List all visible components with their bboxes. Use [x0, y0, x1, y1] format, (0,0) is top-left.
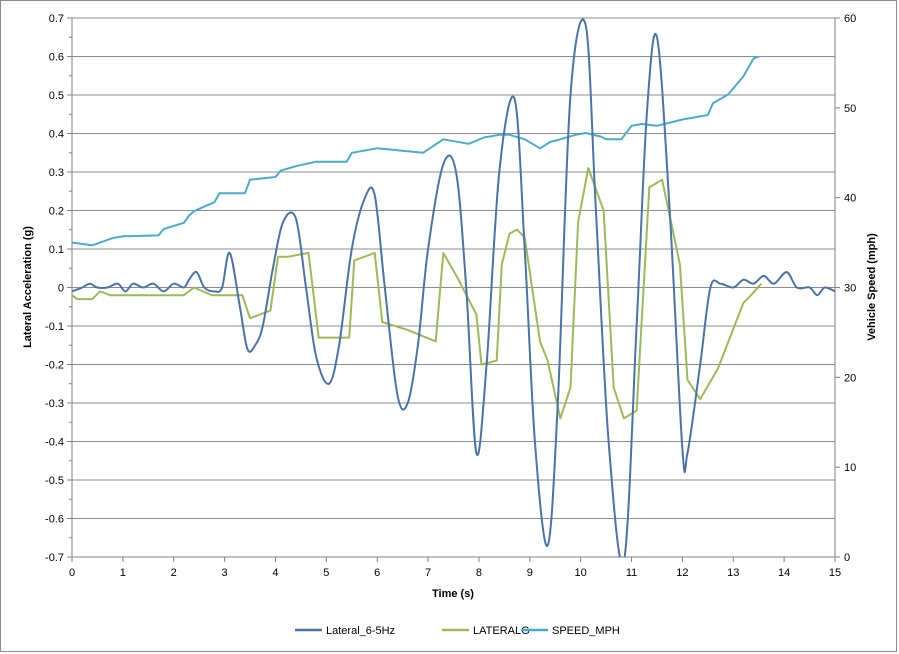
x-tick-label: 10 — [575, 567, 587, 579]
x-tick-label: 8 — [476, 567, 482, 579]
y2-tick-label: 50 — [844, 103, 856, 115]
y-tick-label: -0.3 — [45, 398, 64, 410]
y-tick-label: 0.2 — [49, 206, 64, 218]
y-tick-label: 0.5 — [49, 90, 64, 102]
y2-tick-label: 30 — [844, 283, 856, 295]
y-tick-label: 0.1 — [49, 244, 64, 256]
x-tick-label: 12 — [676, 567, 688, 579]
legend-label-speed-mph: SPEED_MPH — [552, 625, 620, 637]
y-tick-label: 0.3 — [49, 167, 64, 179]
y-axis-title: Lateral Acceleration (g) — [22, 226, 34, 348]
y2-tick-label: 20 — [844, 372, 856, 384]
x-tick-label: 0 — [69, 567, 75, 579]
x-tick-label: 14 — [778, 567, 790, 579]
y2-tick-label: 0 — [844, 552, 850, 564]
x-tick-label: 2 — [171, 567, 177, 579]
x-tick-label: 4 — [272, 567, 278, 579]
y2-axis-title: Vehicle Speed (mph) — [866, 233, 878, 341]
y-tick-label: -0.4 — [45, 437, 64, 449]
x-axis-title: Time (s) — [432, 588, 474, 600]
series-line-lateralg — [72, 167, 762, 420]
series-line-speed-mph — [72, 55, 760, 247]
legend-label-lateralg: LATERALG — [473, 625, 530, 637]
x-tick-label: 11 — [626, 567, 637, 579]
x-tick-label: 9 — [527, 567, 533, 579]
y-tick-label: 0.4 — [49, 129, 64, 141]
x-tick-label: 1 — [120, 567, 126, 579]
y-tick-label: -0.1 — [45, 321, 64, 333]
y2-tick-label: 40 — [844, 193, 856, 205]
series-line-lateral-6-5hz — [72, 18, 835, 557]
y-tick-label: 0 — [58, 283, 64, 295]
axes — [67, 17, 840, 562]
y-tick-label: -0.2 — [45, 360, 64, 372]
x-tick-label: 15 — [829, 567, 841, 579]
y-tick-label: -0.7 — [45, 552, 64, 564]
tick-labels: 0.7 0.6 0.5 0.4 0.3 0.2 0.1 0 -0.1 -0.2 -0.3 -0.4 -0… — [45, 13, 856, 579]
y2-tick-label: 10 — [844, 462, 856, 474]
series-lines — [72, 18, 835, 557]
y-tick-label: 0.6 — [49, 52, 64, 64]
y-tick-label: -0.5 — [45, 475, 64, 487]
gridlines — [72, 17, 835, 558]
x-tick-label: 13 — [727, 567, 739, 579]
y-tick-label: 0.7 — [49, 13, 64, 25]
x-tick-label: 7 — [425, 567, 431, 579]
legend-label-lateral-6-5hz: Lateral_6-5Hz — [326, 625, 395, 637]
y-tick-label: -0.6 — [45, 514, 64, 526]
y2-tick-label: 60 — [844, 13, 856, 25]
x-tick-label: 6 — [374, 567, 380, 579]
x-tick-label: 5 — [323, 567, 329, 579]
x-tick-label: 3 — [222, 567, 228, 579]
legend: Lateral_6-5Hz LATERALG SPEED_MPH — [295, 625, 620, 637]
